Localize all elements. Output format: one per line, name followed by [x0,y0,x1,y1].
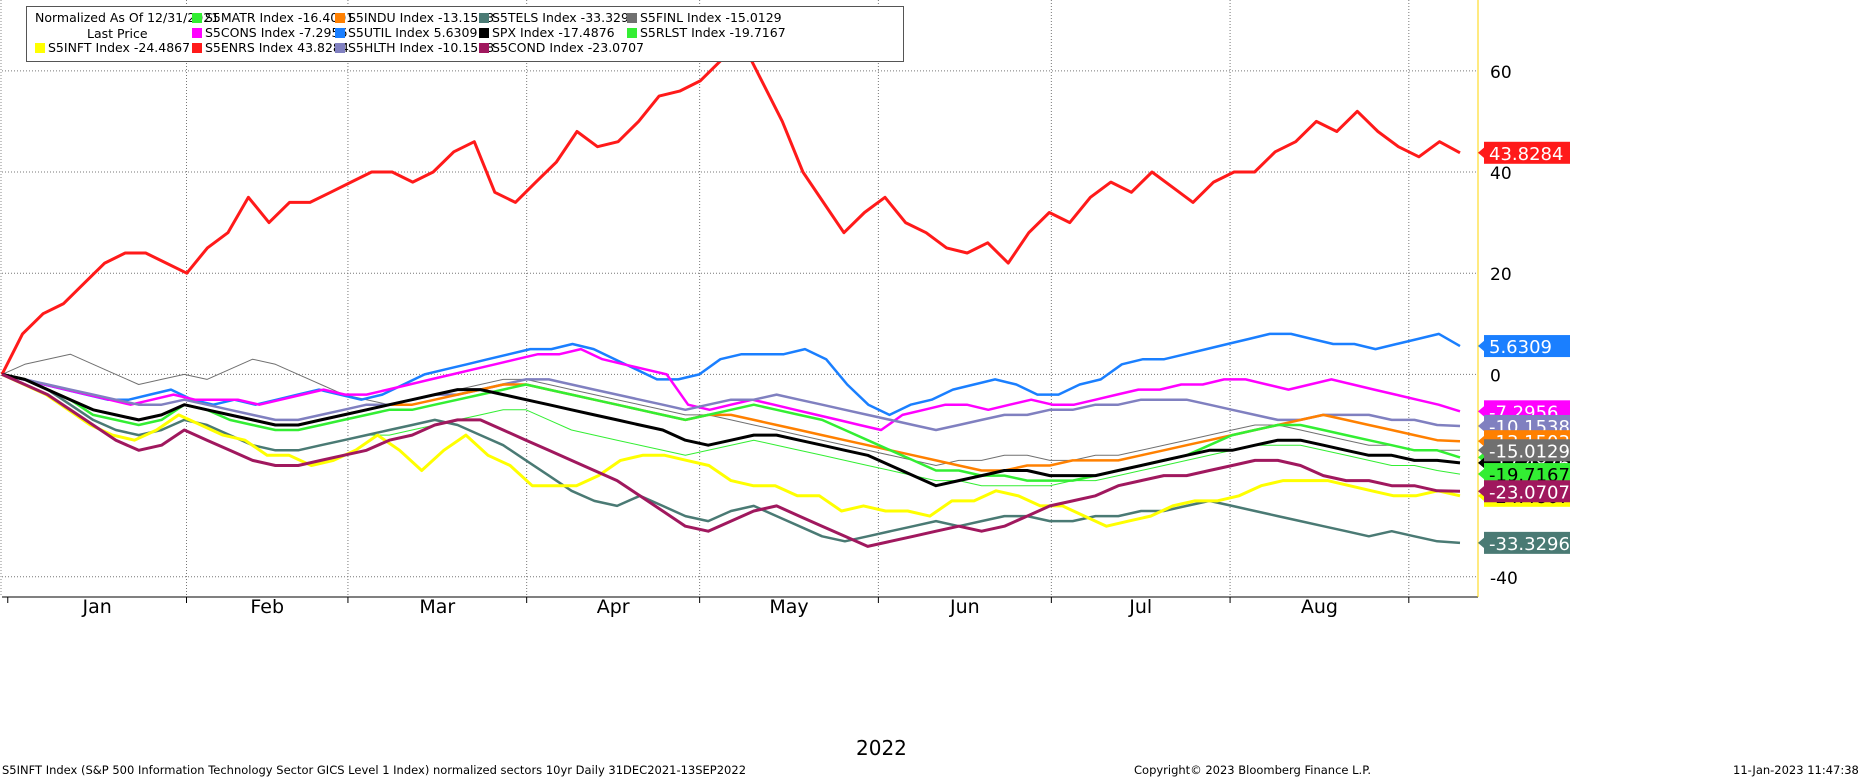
series-line-s5finl [1,353,1460,466]
legend-label: S5ENRS Index 43.8284 [205,40,349,55]
x-tick-label: May [769,596,808,618]
last-price-label: -33.3296 [1478,531,1570,555]
legend-label: S5INDU Index -13.1503 [348,10,495,25]
last-price-label-pointer [1478,536,1485,549]
last-price-label-pointer [1478,456,1485,469]
legend-item: S5INFT Index -24.4867 [35,40,190,55]
last-price-label-pointer [1478,468,1485,481]
x-tick-label: Jun [949,596,980,618]
legend-swatch [192,43,202,53]
last-price-label-text: 5.6309 [1489,337,1552,358]
year-label: 2022 [856,736,907,760]
last-price-labels: -24.486743.82845.6309-7.2956-10.1538-13.… [1478,141,1570,555]
last-price-label-bg [1484,531,1570,554]
legend-label: S5INFT Index -24.4867 [48,40,191,55]
last-price-label: -23.0707 [1478,480,1570,503]
last-price-label-text: -15.0129 [1489,441,1570,462]
y-tick-label: -40 [1490,569,1518,589]
y-tick-label: 60 [1490,63,1512,83]
x-tick-label: Aug [1301,596,1338,618]
last-price-label-text: -23.0707 [1489,482,1570,503]
legend-swatch [335,43,345,53]
legend-swatch [192,13,202,23]
last-price-label: -15.0129 [1478,439,1570,462]
last-price-label-text: 43.8284 [1489,144,1563,165]
legend-swatch [479,28,489,38]
footer-timestamp: 11-Jan-2023 11:47:38 [1733,763,1859,777]
legend-swatch [192,28,202,38]
last-price-label-pointer [1478,444,1485,457]
last-price-label-text: -33.3296 [1489,534,1570,555]
series-line-spx [1,372,1461,488]
legend-item: S5INDU Index -13.1503 [335,10,494,25]
x-tick-label: Apr [597,596,630,618]
legend-item: S5COND Index -23.0707 [479,40,644,55]
series-line-s5inft [1,373,1461,528]
last-price-label-pointer [1478,485,1485,498]
legend: Normalized As Of 12/31/2021 Last Price S… [26,6,904,62]
legend-swatch [627,28,637,38]
legend-item: S5FINL Index -15.0129 [627,10,782,25]
last-price-label: 43.8284 [1478,141,1570,165]
series-line-s5hlth [1,373,1461,432]
legend-label: SPX Index -17.4876 [492,25,615,40]
last-price-label-bg [1484,141,1570,164]
x-tick-label: Feb [250,596,284,618]
last-price-label-pointer [1478,435,1485,448]
legend-label: S5FINL Index -15.0129 [640,10,782,25]
last-price-label-bg [1484,463,1570,486]
footer-copyright: Copyright© 2023 Bloomberg Finance L.P. [1134,763,1371,777]
legend-swatch [335,28,345,38]
legend-label: S5RLST Index -19.7167 [640,25,786,40]
legend-item: S5UTIL Index 5.6309 [335,25,477,40]
x-tick-label: Jul [1128,596,1152,618]
legend-swatch [479,43,489,53]
last-price-label-pointer [1478,419,1485,432]
legend-label: S5HLTH Index -10.1538 [348,40,495,55]
last-price-label-bg [1484,335,1570,358]
legend-swatch [479,13,489,23]
legend-item: S5CONS Index -7.2956 [192,25,347,40]
axes: -40 0 20 40 60 Jan Feb Mar Apr May Jun Jul Aug [0,0,1518,618]
y-tick-label: 40 [1490,164,1512,184]
last-price-label-pointer [1478,340,1485,353]
legend-item: S5HLTH Index -10.1538 [335,40,494,55]
x-tick-label: Jan [81,596,111,618]
footer-source: S5INFT Index (S&P 500 Information Techno… [2,763,747,777]
legend-label: S5UTIL Index 5.6309 [348,25,478,40]
legend-item: S5MATR Index -16.4001 [192,10,354,25]
legend-swatch [35,43,45,53]
legend-swatch [627,13,637,23]
last-price-label-bg [1484,439,1570,462]
series-line-s5matr [1,373,1461,482]
legend-swatch [335,13,345,23]
legend-item: S5RLST Index -19.7167 [627,25,786,40]
grid [2,0,1478,597]
last-price-label: 5.6309 [1478,335,1570,358]
x-tick-label: Mar [419,596,455,618]
legend-label: S5TELS Index -33.3296 [492,10,637,25]
series-lines [0,39,1461,548]
series-line-s5indu [1,373,1461,472]
series-line-s5enrs [0,39,1461,376]
legend-item: S5TELS Index -33.3296 [479,10,637,25]
last-price-label-pointer [1478,405,1485,418]
last-price-label-pointer [1478,146,1485,159]
last-price-label-bg [1484,480,1570,503]
legend-subtitle: Last Price [87,26,148,41]
legend-label: S5COND Index -23.0707 [492,40,644,55]
legend-item: SPX Index -17.4876 [479,25,615,40]
series-line-s5cons [1,347,1461,432]
legend-label: S5MATR Index -16.4001 [205,10,355,25]
legend-item: S5ENRS Index 43.8284 [192,40,349,55]
y-tick-label: 0 [1490,366,1501,386]
legend-label: S5CONS Index -7.2956 [205,25,348,40]
legend-title: Normalized As Of 12/31/2021 [35,10,220,25]
y-tick-label: 20 [1490,265,1512,285]
series-line-s5cond [1,373,1461,548]
